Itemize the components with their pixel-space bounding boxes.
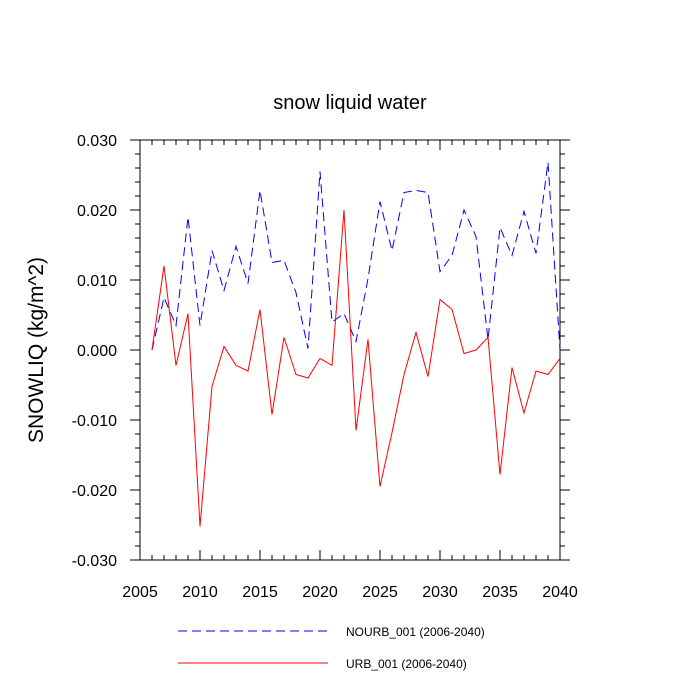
axis-ticks <box>130 139 570 561</box>
x-tick-label: 2035 <box>482 584 518 601</box>
legend: NOURB_001 (2006-2040) URB_001 (2006-2040) <box>178 625 485 671</box>
chart-title: snow liquid water <box>273 92 427 114</box>
y-tick-label: 0.010 <box>77 273 117 290</box>
x-tick-label: 2025 <box>362 584 398 601</box>
y-tick-label: -0.020 <box>72 483 117 500</box>
x-tick-label: 2030 <box>422 584 458 601</box>
series-line-2 <box>151 209 561 527</box>
series-group <box>151 162 561 527</box>
y-tick-label: 0.020 <box>77 203 117 220</box>
x-tick-label: 2015 <box>242 584 278 601</box>
y-tick-label: 0.030 <box>77 133 117 150</box>
y-tick-label: 0.000 <box>77 343 117 360</box>
axis-tick-labels: 2005 2010 2015 2020 2025 2030 2035 2040 -0.030 -0… <box>72 133 578 601</box>
x-tick-label: 2010 <box>182 584 218 601</box>
y-tick-label: -0.030 <box>72 553 117 570</box>
y-axis-label: SNOWLIQ (kg/m^2) <box>25 257 48 443</box>
series-line-1 <box>151 162 561 351</box>
legend-label-2: URB_001 (2006-2040) <box>346 657 467 671</box>
x-tick-label: 2005 <box>122 584 158 601</box>
y-tick-label: -0.010 <box>72 413 117 430</box>
legend-label-1: NOURB_001 (2006-2040) <box>346 625 485 639</box>
x-tick-label: 2040 <box>542 584 578 601</box>
plot-area: 2005 2010 2015 2020 2025 2030 2035 2040 -0.030 -0… <box>72 133 578 601</box>
x-tick-label: 2020 <box>302 584 338 601</box>
